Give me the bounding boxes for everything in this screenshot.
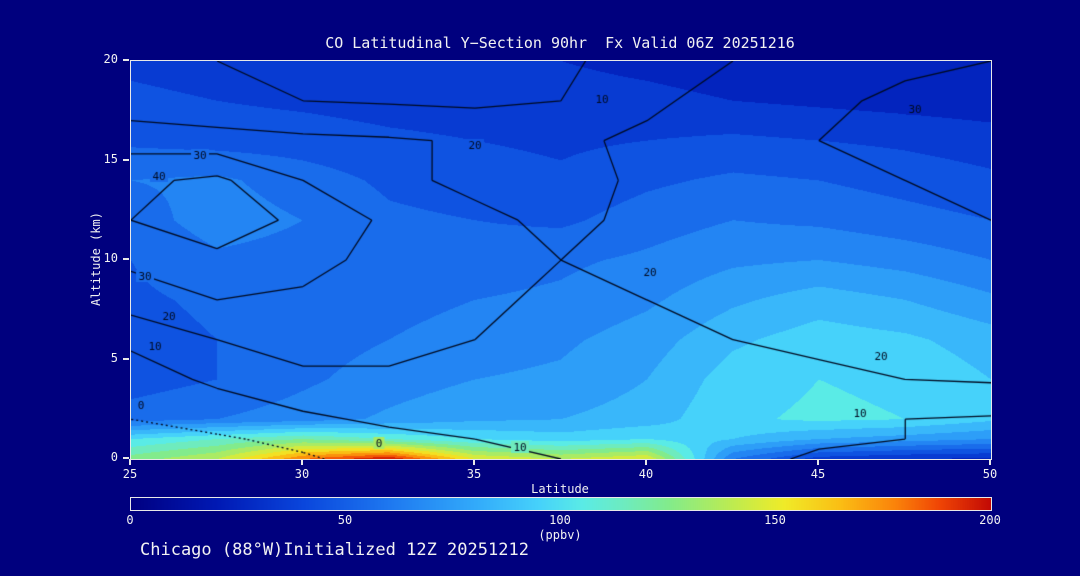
x-tick-label: 35 [466, 467, 482, 481]
footer-caption: Chicago (88°W)Initialized 12Z 20251212 [140, 540, 529, 560]
chart-title: CO Latitudinal Y−Section 90hr Fx Valid 0… [325, 34, 795, 52]
y-tick-mark [123, 158, 129, 161]
x-tick-mark [129, 459, 131, 465]
y-tick-label: 20 [103, 52, 118, 66]
x-tick-mark [989, 459, 991, 465]
contour-fill-canvas [131, 61, 991, 459]
y-tick-label: 5 [110, 350, 118, 365]
x-tick-mark [301, 459, 303, 465]
x-tick-label: 40 [638, 467, 654, 481]
plot-area [130, 60, 992, 460]
colorbar-tick-label: 150 [764, 513, 786, 527]
y-tick-mark [123, 357, 129, 360]
y-tick-label: 0 [110, 450, 118, 464]
x-tick-label: 25 [122, 467, 138, 481]
colorbar-tick-label: 0 [126, 513, 134, 527]
colorbar-gradient-canvas [131, 498, 991, 510]
y-tick-mark [123, 59, 129, 61]
x-axis-label: Latitude [531, 482, 589, 496]
y-tick-label: 10 [103, 251, 118, 265]
colorbar-tick-label: 100 [549, 513, 571, 527]
x-tick-label: 45 [810, 467, 826, 481]
y-tick-mark [123, 258, 129, 260]
y-tick-label: 15 [103, 151, 118, 166]
colorbar [130, 497, 992, 511]
x-tick-mark [817, 459, 819, 465]
colorbar-unit-label: (ppbv) [538, 528, 582, 542]
colorbar-tick-label: 200 [979, 513, 1001, 527]
x-tick-mark [473, 459, 475, 465]
colorbar-tick-label: 50 [337, 513, 353, 527]
x-tick-mark [645, 459, 647, 465]
y-tick-mark [123, 457, 129, 459]
x-tick-label: 30 [294, 467, 310, 481]
x-tick-label: 50 [982, 467, 998, 481]
